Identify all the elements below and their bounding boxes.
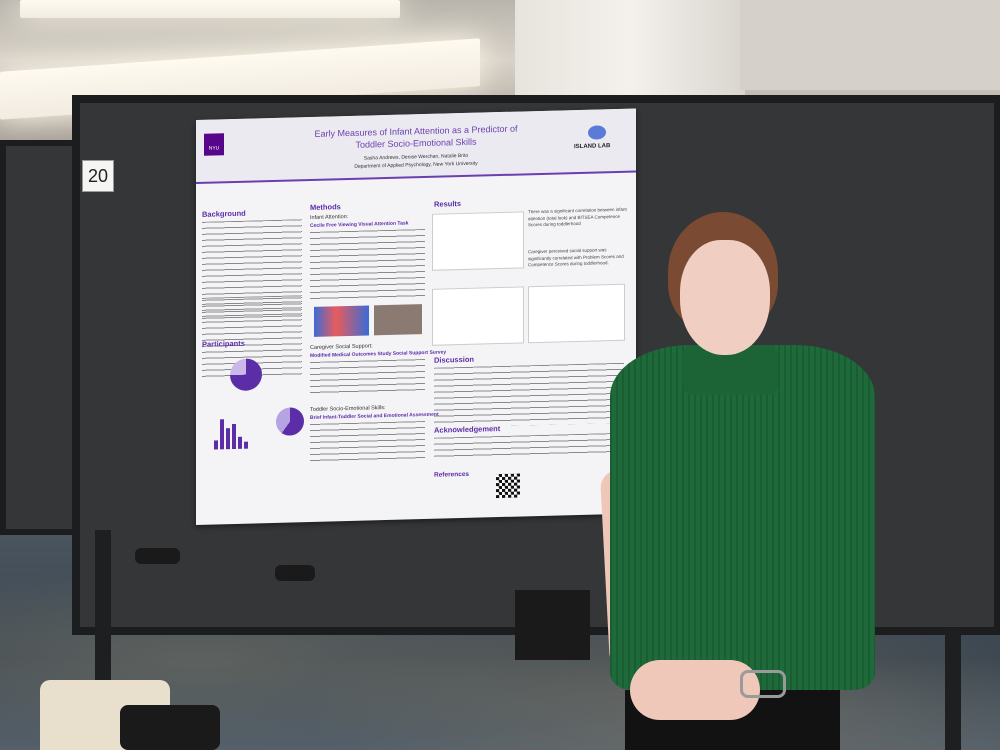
nyu-logo: NYU (204, 133, 224, 156)
person-face (680, 240, 770, 355)
caregiver-text-block (310, 359, 425, 398)
section-background: Background (202, 208, 246, 219)
bracelets (740, 670, 786, 698)
caregiver-results-text: Caregiver perceived social support was s… (528, 247, 624, 268)
section-discussion: Discussion (434, 354, 475, 365)
qr-code (496, 473, 520, 499)
nyu-logo-text: NYU (208, 145, 220, 152)
section-results: Results (434, 199, 462, 209)
background-shoe (275, 565, 315, 581)
section-acknowledgement: Acknowledgement (434, 424, 501, 435)
board-number: 20 (87, 166, 109, 186)
discussion-text-block (434, 362, 624, 428)
participants-bar-chart (214, 418, 262, 450)
section-methods: Methods (310, 202, 341, 213)
results-text: There was a significant correlation betw… (528, 206, 627, 228)
person-hands (630, 660, 760, 720)
poster-board-left (0, 140, 80, 535)
green-sweater (610, 345, 875, 690)
acknowledgement-text-block (434, 432, 624, 460)
participants-pie-chart-2 (276, 407, 304, 436)
toddler-text-block (310, 421, 425, 465)
background-person-legs (515, 590, 590, 660)
research-poster: NYU ISLAND LAB Early Measures of Infant … (196, 108, 636, 525)
section-participants: Participants (202, 338, 245, 349)
board-number-tag: 20 (82, 160, 114, 192)
methods-text-block (310, 229, 425, 303)
wall (740, 0, 1000, 90)
island-lab-logo: ISLAND LAB (574, 143, 611, 151)
participants-pie-chart (230, 358, 262, 392)
board-leg (945, 630, 961, 750)
infant-photo (374, 304, 422, 336)
ceiling-light-far (20, 0, 400, 18)
scatter-plot-2 (432, 286, 524, 346)
subhead-cecile-task: Cecile Free Viewing Visual Attention Tas… (310, 220, 409, 230)
dark-bag (120, 705, 220, 750)
scatter-plot-1 (432, 211, 524, 271)
pillar (515, 0, 745, 110)
subhead-infant-attention: Infant Attention: (310, 214, 349, 222)
background-shoe (135, 548, 180, 564)
stimulus-image (314, 305, 369, 337)
section-references: References (434, 470, 470, 479)
scatter-plot-3 (528, 283, 625, 344)
